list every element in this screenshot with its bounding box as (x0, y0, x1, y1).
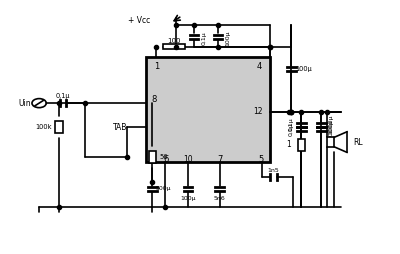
Text: 4: 4 (257, 62, 262, 71)
Text: 1000μ: 1000μ (328, 119, 334, 139)
Text: 1: 1 (287, 140, 291, 149)
Text: 8: 8 (152, 95, 157, 104)
Bar (298, 138, 305, 151)
Text: 100μ: 100μ (225, 30, 230, 46)
Text: 5n6: 5n6 (214, 196, 226, 201)
Text: 12: 12 (253, 107, 262, 116)
Bar (56, 121, 62, 133)
Text: 1000μ: 1000μ (328, 115, 334, 134)
Text: 0,1μ: 0,1μ (289, 118, 294, 131)
Text: 100: 100 (168, 38, 181, 44)
Bar (146, 57, 270, 162)
Text: 10: 10 (183, 155, 193, 164)
Text: 100k: 100k (36, 124, 52, 130)
Bar (149, 151, 156, 163)
Text: 1: 1 (154, 62, 159, 71)
Text: 500μ: 500μ (156, 186, 171, 191)
Text: 100μ: 100μ (180, 196, 196, 201)
Text: 9: 9 (151, 155, 156, 164)
Text: RL: RL (353, 138, 363, 147)
Text: 5: 5 (258, 155, 264, 164)
Text: 0,1μ: 0,1μ (202, 31, 206, 45)
Text: 7: 7 (217, 155, 222, 164)
Text: + Vcc: + Vcc (128, 16, 150, 25)
Text: 1n5: 1n5 (268, 168, 279, 173)
Bar (327, 137, 334, 147)
Text: 6: 6 (164, 155, 169, 164)
Bar (163, 44, 185, 49)
Text: 0,1μ: 0,1μ (289, 122, 294, 136)
Text: 100μ: 100μ (295, 66, 312, 72)
Text: Uin: Uin (18, 99, 31, 108)
Text: 0,1μ: 0,1μ (56, 93, 70, 99)
Text: 56: 56 (159, 154, 168, 160)
Text: TAB: TAB (113, 122, 128, 132)
